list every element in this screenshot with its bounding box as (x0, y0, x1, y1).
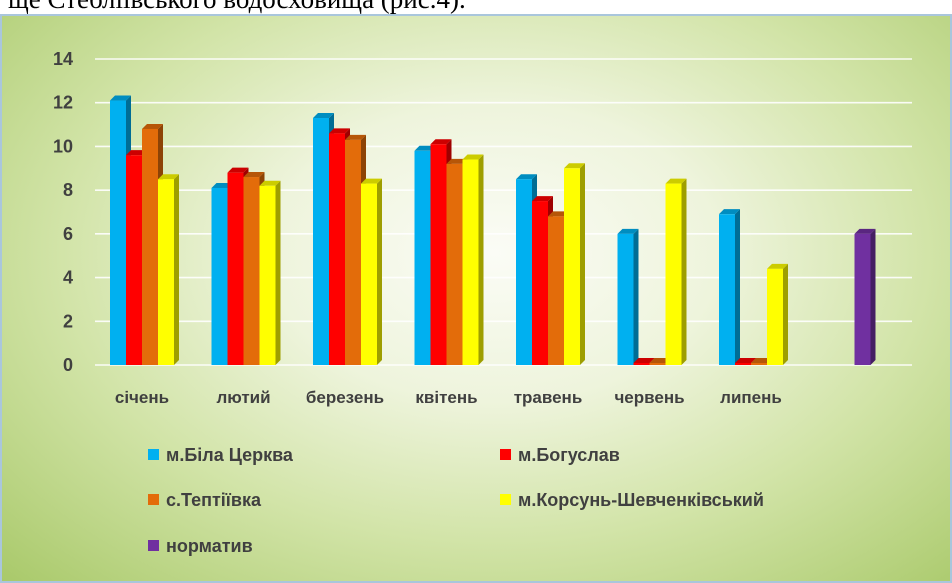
x-tick-label: квітень (415, 388, 477, 407)
x-axis-labels: січень лютий березень квітень травень червень… (115, 388, 782, 407)
legend-item: м.Корсунь-Шевченківський (500, 490, 764, 510)
legend-swatch (148, 540, 159, 551)
legend-label: м.Біла Церква (166, 445, 294, 465)
legend-swatch (148, 494, 159, 505)
legend-label: м.Богуслав (518, 445, 620, 465)
legend-item: м.Богуслав (500, 445, 620, 465)
y-tick-label: 2 (63, 311, 73, 331)
bar (361, 178, 382, 365)
legend-swatch (148, 449, 159, 460)
x-tick-label: липень (720, 388, 782, 407)
y-tick-label: 8 (63, 180, 73, 200)
y-tick-label: 10 (53, 136, 73, 156)
legend-label: норматив (166, 536, 253, 556)
bar (767, 263, 788, 365)
y-tick-label: 6 (63, 224, 73, 244)
x-tick-label: березень (306, 388, 384, 407)
y-tick-label: 4 (63, 268, 73, 288)
bar (462, 154, 484, 365)
bars (110, 95, 876, 366)
bar (564, 163, 585, 365)
legend-item: норматив (148, 536, 253, 556)
x-tick-label: лютий (216, 388, 270, 407)
bar (158, 174, 179, 365)
bar (719, 209, 740, 365)
bar (259, 180, 281, 365)
x-tick-label: травень (514, 388, 583, 407)
y-axis-ticks: 0 2 4 6 8 10 12 14 (53, 49, 73, 375)
x-tick-label: червень (614, 388, 684, 407)
legend-item: м.Біла Церква (148, 445, 294, 465)
legend-label: м.Корсунь-Шевченківський (518, 490, 764, 510)
y-tick-label: 14 (53, 49, 73, 69)
x-tick-label: січень (115, 388, 169, 407)
y-tick-label: 0 (63, 355, 73, 375)
y-tick-label: 12 (53, 93, 73, 113)
caption-text: ще Стебліївського водосховища (рис.4). (8, 0, 466, 15)
bar (854, 228, 876, 365)
legend-swatch (500, 449, 511, 460)
legend: м.Біла Церква м.Богуслав с.Тептіївка м.Корс… (148, 445, 764, 556)
legend-item: с.Тептіївка (148, 490, 262, 510)
legend-label: с.Тептіївка (166, 490, 262, 510)
legend-swatch (500, 494, 511, 505)
bar (665, 178, 687, 365)
bar (617, 228, 639, 365)
